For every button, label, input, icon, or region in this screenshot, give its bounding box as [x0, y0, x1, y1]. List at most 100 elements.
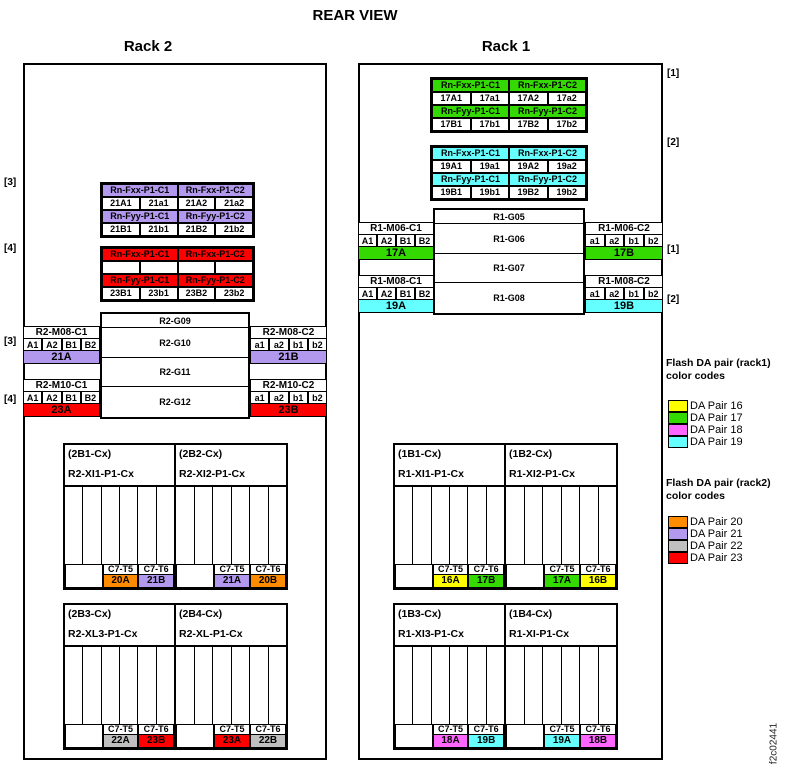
card-slot: [543, 487, 562, 564]
t5-stack: C7-T5 17A: [544, 564, 580, 588]
rack2-m10-c2-ports: a1 a2 b1 b2: [250, 391, 327, 404]
bay-id: (2B4-Cx): [179, 608, 223, 620]
fanout-header: Rn-Fyy-P1-C2: [177, 210, 253, 223]
t6-da-cell: 20B: [250, 575, 286, 588]
legend-item-da20: DA Pair 20: [668, 516, 743, 528]
t6-da-cell: 22B: [250, 735, 286, 748]
bay-bottom: C7-T5 22A C7-T6 23B: [65, 724, 175, 748]
t5-label: C7-T5: [432, 724, 469, 735]
ref-2-mid: [2]: [667, 294, 680, 305]
legend-item-da22: DA Pair 22: [668, 540, 743, 552]
fanout-port: 17A2: [509, 92, 548, 105]
da16-label: DA Pair 16: [690, 400, 743, 412]
rack1-enclosure-stack: R1-G05 R1-G06 R1-G07 R1-G08: [433, 208, 585, 315]
card-slot: [487, 487, 504, 564]
t5-stack: C7-T5 20A: [102, 564, 139, 588]
fanout-header: Rn-Fxx-P1-C2: [509, 79, 586, 92]
bay-card-label: R1-XI3-P1-Cx: [398, 628, 464, 640]
fanout-header: Rn-Fyy-P1-C2: [509, 173, 586, 186]
fanout-header: Rn-Fyy-P1-C2: [177, 274, 253, 287]
fanout-port: 21A1: [102, 197, 140, 210]
fanout-port: 21b1: [139, 223, 178, 236]
empty-cell: [395, 564, 433, 588]
t5-stack: C7-T5 19A: [544, 724, 580, 748]
fanout-header: Rn-Fxx-P1-C1: [102, 184, 178, 197]
port-cell: B1: [396, 234, 415, 247]
t5-da-cell: 18A: [432, 735, 469, 748]
t6-da-cell: 23B: [138, 735, 175, 748]
card-slots: [506, 645, 616, 724]
fanout-port: [102, 261, 140, 274]
fanout-port: 17B1: [432, 118, 471, 131]
bay-card-label: R2-XL3-P1-Cx: [68, 628, 138, 640]
fanout-port: 21B2: [177, 223, 216, 236]
card-slot: [395, 647, 414, 724]
fanout-port: 21B1: [102, 223, 140, 236]
bay-card-label: R2-XI2-P1-Cx: [179, 468, 245, 480]
bay-card-label: R1-XI2-P1-Cx: [509, 468, 575, 480]
port-cell: b1: [624, 287, 644, 300]
da18-swatch: [668, 424, 688, 436]
t6-label: C7-T6: [468, 724, 505, 735]
enclosure-label: R1-G07: [435, 254, 583, 283]
enclosure-label: R1-G08: [493, 293, 525, 303]
t6-label: C7-T6: [250, 564, 286, 575]
rack1-m06-c2-ports: a1 a2 b1 b2: [585, 234, 663, 247]
fanout-port: 21b2: [215, 223, 253, 236]
legend-item-da18: DA Pair 18: [668, 424, 743, 436]
t5-label: C7-T5: [102, 724, 139, 735]
card-slot: [176, 487, 195, 564]
card-slot: [525, 487, 543, 564]
card-slot: [102, 647, 120, 724]
bay-bottom: C7-T5 23A C7-T6 22B: [176, 724, 286, 748]
fanout-port: 21A2: [177, 197, 216, 210]
fanout-port: 19b1: [470, 186, 509, 199]
io-bay-2b3: (2B3-Cx) R2-XL3-P1-Cx C7-T5 22A C7-T6 23…: [63, 603, 176, 750]
fanout-header: Rn-Fyy-P1-C1: [102, 274, 178, 287]
da22-label: DA Pair 22: [690, 540, 743, 552]
fanout-header: Rn-Fxx-P1-C2: [177, 248, 253, 261]
card-slot: [65, 487, 84, 564]
legend-item-da17: DA Pair 17: [668, 412, 743, 424]
enclosure-label: R1-G06: [435, 224, 583, 254]
card-slots: [176, 485, 286, 564]
rack2-m08-c1-ports: A1 A2 B1 B2: [23, 338, 100, 351]
da18-label: DA Pair 18: [690, 424, 743, 436]
fanout-port: 21a1: [139, 197, 178, 210]
t6-label: C7-T6: [250, 724, 286, 735]
card-slot: [450, 487, 469, 564]
rack1-bar-17a: 17A: [358, 246, 434, 260]
card-slot: [413, 647, 432, 724]
fanout-port: 21a2: [215, 197, 253, 210]
enclosure-label: R2-G11: [102, 358, 248, 387]
fanout-header: Rn-Fxx-P1-C1: [102, 248, 178, 261]
fanout-port: 19a1: [470, 160, 509, 173]
t5-stack: C7-T5 23A: [214, 724, 250, 748]
io-bay-2b4: (2B4-Cx) R2-XL-P1-Cx C7-T5 23A C7-T6 22B: [174, 603, 288, 750]
card-slot: [195, 647, 213, 724]
rack2-fanout-da23: Rn-Fxx-P1-C1 Rn-Fxx-P1-C2 Rn-Fyy-P1-C1 R…: [100, 246, 255, 302]
bay-bottom: C7-T5 20A C7-T6 21B: [65, 564, 175, 588]
io-bay-2b2: (2B2-Cx) R2-XI2-P1-Cx C7-T5 21A C7-T6 20…: [174, 443, 288, 590]
fanout-header: Rn-Fxx-P1-C2: [177, 184, 253, 197]
card-slots: [65, 645, 174, 724]
da16-swatch: [668, 400, 688, 412]
bay-id: (2B3-Cx): [68, 608, 112, 620]
t6-da-cell: 18B: [580, 735, 616, 748]
port-cell: b2: [307, 391, 327, 404]
card-slot: [525, 647, 543, 724]
bay-card-label: R1-XI1-P1-Cx: [398, 468, 464, 480]
port-cell: a1: [250, 391, 270, 404]
t6-label: C7-T6: [138, 724, 175, 735]
ref-3-mid: [3]: [4, 336, 17, 347]
rack1-bar-19a: 19A: [358, 299, 434, 313]
bay-bottom: C7-T5 16A C7-T6 17B: [395, 564, 505, 588]
empty-cell: [506, 724, 544, 748]
card-slots: [176, 645, 286, 724]
t5-label: C7-T5: [214, 564, 250, 575]
t5-stack: C7-T5 22A: [102, 724, 139, 748]
t6-stack: C7-T6 18B: [580, 724, 616, 748]
rack2-header: Rack 2: [123, 38, 173, 55]
card-slot: [468, 647, 487, 724]
